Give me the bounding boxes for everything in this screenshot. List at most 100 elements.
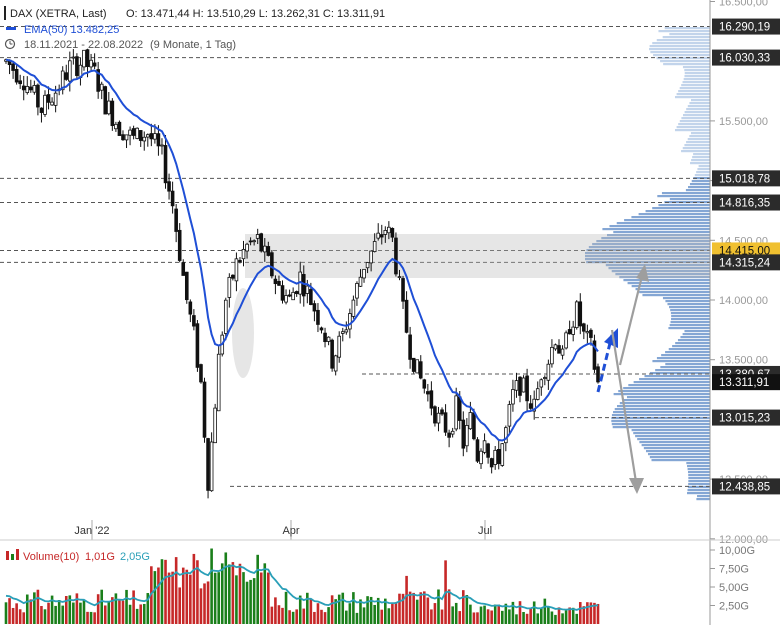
volume-bar <box>550 611 554 624</box>
profile-bar <box>691 180 710 183</box>
profile-bar <box>668 327 710 330</box>
gray-down-arrowhead <box>629 478 644 494</box>
volume-bar <box>206 581 210 624</box>
candle-body <box>156 133 161 147</box>
profile-bar <box>596 240 710 243</box>
candle-body <box>46 94 51 103</box>
candle-body <box>213 407 217 444</box>
profile-bar <box>697 168 710 171</box>
price-label: 16.290,19 <box>719 22 770 34</box>
volume-bar <box>430 609 433 624</box>
candle-body <box>184 271 189 301</box>
candle-body <box>75 56 79 76</box>
profile-bar <box>611 423 710 426</box>
volume-bar <box>121 600 125 624</box>
profile-bar <box>690 132 710 135</box>
volume-bar <box>554 614 557 624</box>
volume-bar <box>362 607 366 624</box>
candle-body <box>592 340 597 370</box>
candle-body <box>305 285 310 294</box>
blue-arrowhead <box>604 328 618 348</box>
gray-down-arrow <box>610 329 638 483</box>
candle-body <box>319 327 324 331</box>
volume-bar <box>171 571 174 624</box>
candle-body <box>330 339 334 369</box>
candle-body <box>124 134 129 141</box>
volume-bar <box>529 608 532 624</box>
candle-body <box>589 329 593 338</box>
volume-bar <box>486 609 490 624</box>
profile-bar <box>633 432 710 435</box>
volume-bar <box>64 596 68 624</box>
volume-bar <box>454 602 458 624</box>
volume-bar <box>359 599 362 624</box>
volume-bar <box>327 607 330 624</box>
candle-body <box>472 412 476 440</box>
volume-bar <box>22 612 26 624</box>
volume-bar <box>589 602 593 624</box>
candle-body <box>14 68 19 83</box>
candle-body <box>255 234 260 239</box>
volume-bar <box>313 611 316 624</box>
resistance-zone <box>245 234 710 278</box>
profile-bar <box>643 447 710 450</box>
candle-body <box>68 60 72 82</box>
volume-bar <box>281 607 284 624</box>
volume-bar <box>476 612 479 624</box>
volume-bar <box>405 575 408 624</box>
volume-bar <box>68 595 72 624</box>
candle-body <box>29 86 33 91</box>
profile-bar <box>655 369 710 372</box>
profile-bar <box>684 144 710 147</box>
profile-bar <box>687 489 710 492</box>
profile-bar <box>611 417 710 420</box>
volume-bar <box>334 599 337 624</box>
volume-bar <box>539 607 543 624</box>
candle-body <box>25 86 30 93</box>
volume-bar <box>380 609 384 624</box>
price-label-box <box>712 409 780 426</box>
volume-bar <box>18 609 22 624</box>
candle-body <box>468 412 473 430</box>
profile-bar <box>687 105 710 108</box>
volume-bar <box>263 563 267 624</box>
profile-bar <box>606 234 710 237</box>
volume-bar <box>295 609 298 624</box>
candle-body <box>301 274 306 297</box>
price-label-box <box>712 18 780 35</box>
profile-bar <box>649 45 710 48</box>
volume-average-line <box>5 564 599 611</box>
profile-bar <box>669 198 710 201</box>
profile-bar <box>652 42 710 45</box>
profile-bar <box>631 285 710 288</box>
profile-bar <box>657 195 710 198</box>
candle-body <box>528 403 533 409</box>
profile-bar <box>644 375 710 378</box>
volume-bar <box>267 572 270 624</box>
volume-bar <box>103 605 107 624</box>
profile-bar <box>661 354 710 357</box>
volume-bar <box>525 613 529 624</box>
profile-bar <box>586 261 710 264</box>
profile-bar <box>638 213 710 216</box>
volume-bar <box>160 559 164 624</box>
candle-body <box>280 285 285 301</box>
y-tick-label: 13.500,00 <box>719 355 768 367</box>
volume-bar <box>401 593 405 624</box>
profile-bar <box>639 291 710 294</box>
volume-bar <box>490 610 493 624</box>
profile-bar <box>585 252 710 255</box>
volume-bar <box>511 601 515 624</box>
volume-bar <box>341 592 345 624</box>
period-label: 18.11.2021 - 22.08.2022 <box>24 39 143 51</box>
candle-body <box>383 230 388 235</box>
instrument-label: DAX (XETRA, Last) <box>10 8 107 20</box>
profile-bar <box>611 414 710 417</box>
candle-body <box>234 258 239 282</box>
candle-body <box>96 69 100 92</box>
gray-up-arrow <box>618 271 645 366</box>
volume-bar <box>15 603 18 624</box>
volume-bar <box>532 601 536 624</box>
